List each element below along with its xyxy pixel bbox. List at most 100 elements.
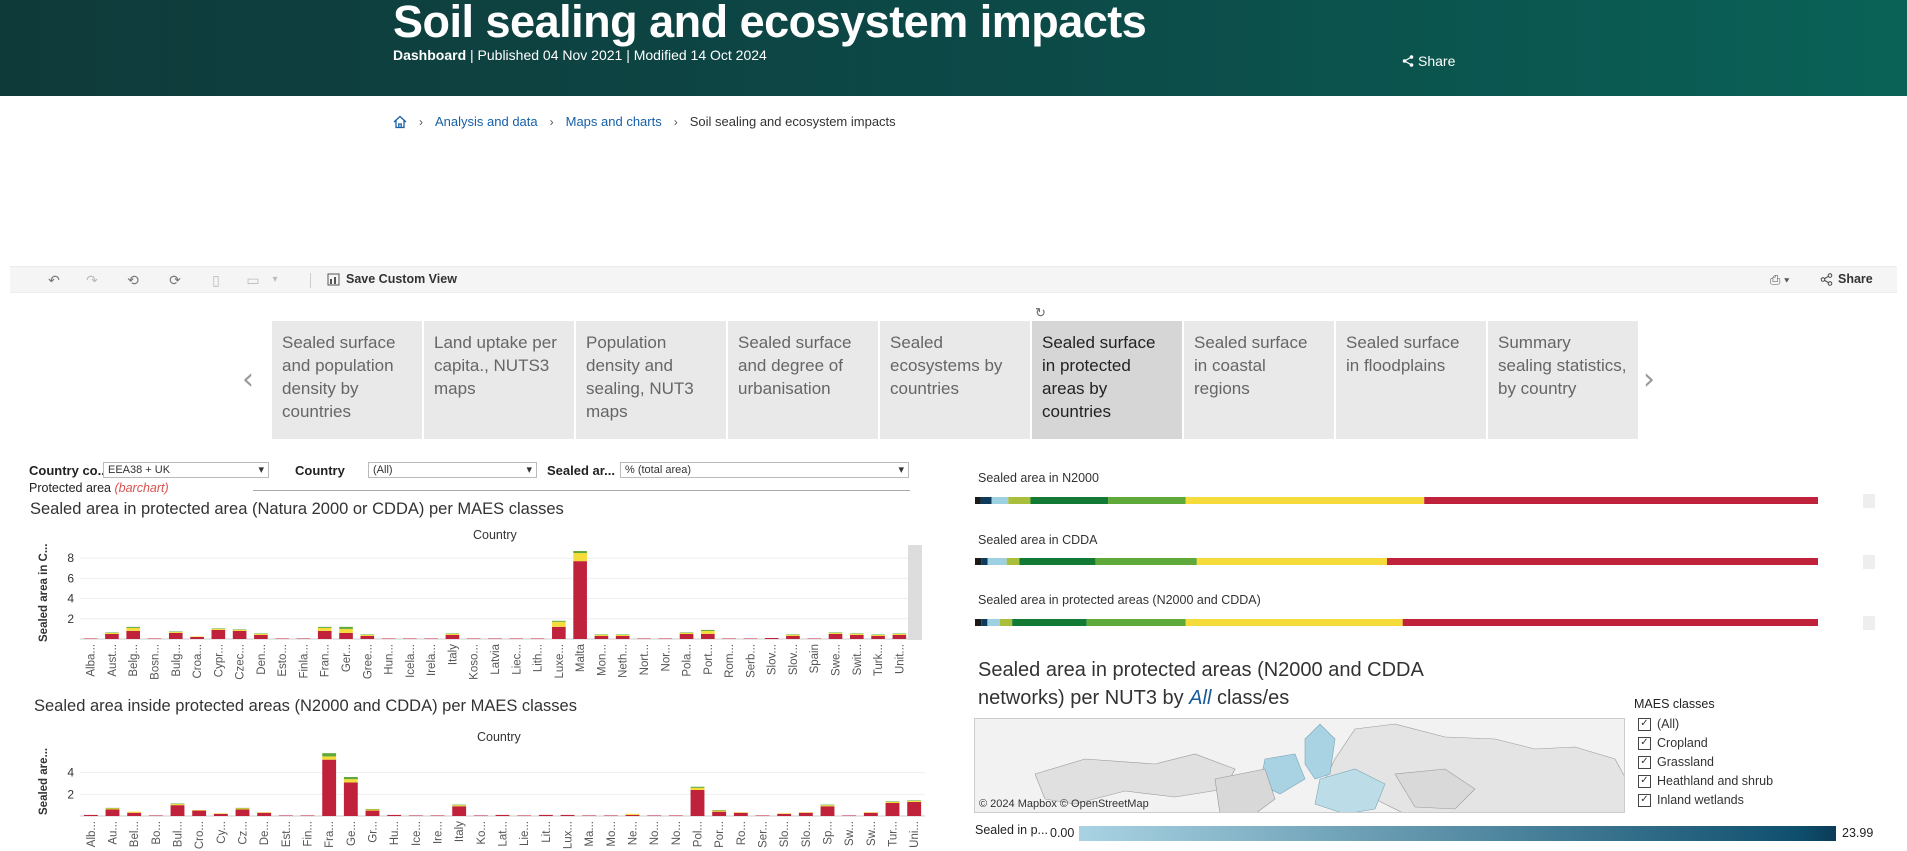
hbar-segment[interactable]	[1108, 497, 1186, 504]
chart2-bar[interactable]	[603, 815, 618, 816]
chart2-bar[interactable]	[907, 800, 922, 802]
maes-item[interactable]: ✓ Grassland	[1638, 755, 1714, 769]
chart2-bar[interactable]	[387, 814, 402, 816]
chart1-bar[interactable]	[190, 636, 204, 639]
chart2-bar[interactable]	[517, 815, 532, 816]
chart1-bar[interactable]	[679, 632, 694, 633]
chart2-bar[interactable]	[647, 815, 662, 816]
chart1-bar[interactable]	[849, 633, 864, 634]
chart2-bar-chart[interactable]: 2 4 Alb... Au... Bel... Bo... Bul... Cro... Cy..…	[50, 745, 930, 851]
maes-item[interactable]: ✓ (All)	[1638, 717, 1679, 731]
chart1-bar[interactable]	[701, 629, 715, 631]
chart1-bar[interactable]	[871, 635, 885, 639]
chart2-bar[interactable]	[777, 813, 792, 816]
hbar-segment[interactable]	[987, 558, 1007, 565]
chart2-bar[interactable]	[257, 812, 272, 816]
chart1-bar[interactable]	[403, 638, 417, 639]
cdda-stacked-bar[interactable]	[975, 555, 1875, 571]
checkbox-checked-icon[interactable]: ✓	[1638, 736, 1651, 750]
chart2-bar[interactable]	[343, 779, 358, 783]
map-title-em[interactable]: All	[1189, 687, 1212, 709]
chart2-bar[interactable]	[300, 815, 315, 816]
chart1-bar[interactable]	[828, 633, 843, 639]
hbar-segment[interactable]	[975, 619, 982, 626]
chart2-bar[interactable]	[777, 813, 792, 814]
chart1-bar[interactable]	[871, 634, 885, 636]
protected-stacked-bar[interactable]	[975, 616, 1875, 640]
chart1-bar[interactable]	[360, 634, 375, 636]
chart2-bar[interactable]	[257, 812, 272, 813]
chart1-bar[interactable]	[168, 632, 183, 639]
chart1-bar[interactable]	[892, 634, 907, 639]
chart1-bar[interactable]	[317, 627, 332, 631]
chart1-bar[interactable]	[679, 632, 694, 634]
chart2-bar[interactable]	[625, 813, 640, 815]
country-select[interactable]: (All)	[368, 462, 537, 478]
chart1-bar[interactable]	[317, 630, 332, 639]
hbar-segment[interactable]	[1019, 558, 1096, 565]
chart1-bar[interactable]	[339, 626, 353, 629]
chart2-bar[interactable]	[452, 806, 467, 816]
chart2-bar[interactable]	[343, 777, 358, 780]
chart2-bar[interactable]	[560, 814, 575, 816]
chart1-bar[interactable]	[573, 561, 587, 639]
country-code-select[interactable]: EEA38 + UK	[103, 462, 269, 478]
chart1-bar[interactable]	[105, 632, 119, 633]
undo-icon[interactable]: ↶	[48, 272, 60, 288]
chart2-bar[interactable]	[213, 813, 228, 816]
breadcrumb-maps-link[interactable]: Maps and charts	[565, 114, 662, 129]
chart1-bar[interactable]	[360, 635, 375, 639]
chart1-bar[interactable]	[552, 626, 566, 639]
chart2-bar[interactable]	[863, 812, 878, 816]
chart2-bar[interactable]	[192, 810, 207, 811]
header-share-button[interactable]: Share	[1402, 53, 1455, 69]
chart1-bar[interactable]	[254, 633, 268, 634]
chart2-bar[interactable]	[170, 804, 185, 806]
chart2-bar[interactable]	[820, 806, 835, 816]
chart2-bar[interactable]	[495, 814, 510, 816]
hbar-segment[interactable]	[1008, 497, 1031, 504]
hbar-segment[interactable]	[1185, 619, 1403, 626]
chart1-bar[interactable]	[615, 634, 630, 635]
chart2-bar[interactable]	[712, 811, 727, 816]
chart2-bar[interactable]	[278, 815, 293, 816]
chart2-bar[interactable]	[430, 815, 445, 816]
pause-icon[interactable]: ▯	[212, 272, 220, 288]
chart2-bar[interactable]	[842, 815, 857, 816]
chart1-bar[interactable]	[786, 635, 800, 639]
hbar-segment[interactable]	[999, 619, 1013, 626]
chart2-bar[interactable]	[235, 809, 250, 817]
chart2-bar[interactable]	[690, 786, 705, 788]
chart1-bar[interactable]	[871, 634, 885, 635]
chart2-bar[interactable]	[170, 805, 185, 816]
chart1-bar[interactable]	[232, 629, 247, 630]
chart1-bar[interactable]	[679, 633, 694, 639]
tab-7[interactable]: Sealed surface in coastal regions	[1184, 321, 1334, 439]
chart1-bar[interactable]	[275, 638, 289, 639]
save-custom-view-button[interactable]: Save Custom View	[327, 272, 457, 286]
hbar-segment[interactable]	[1185, 497, 1425, 504]
chart1-bar[interactable]	[445, 634, 460, 639]
maes-item[interactable]: ✓ Heathland and shrub	[1638, 774, 1773, 788]
chart2-bar[interactable]	[863, 812, 878, 813]
chart2-bar[interactable]	[690, 790, 705, 816]
chart1-bar[interactable]	[381, 638, 396, 639]
chart1-bar-chart[interactable]: 2 4 6 8 Alba... Aust... Belg... Bosn... Bulg... C…	[50, 540, 930, 685]
chart1-bar[interactable]	[339, 628, 353, 633]
tabs-prev-arrow-icon[interactable]: ‹	[242, 362, 254, 397]
chart2-bar[interactable]	[365, 808, 380, 810]
hbar-segment[interactable]	[981, 619, 988, 626]
maes-item[interactable]: ✓ Cropland	[1638, 736, 1708, 750]
tab-5[interactable]: Sealed ecosystems by countries	[880, 321, 1030, 439]
chart2-bar[interactable]	[582, 815, 597, 816]
chart1-bar[interactable]	[360, 634, 375, 635]
protected-area-slider[interactable]	[253, 490, 910, 491]
hbar-scrollbar[interactable]	[1863, 494, 1875, 508]
chart1-bar[interactable]	[573, 551, 587, 554]
chart2-bar[interactable]	[798, 812, 813, 816]
chart2-bar[interactable]	[452, 805, 467, 807]
hbar-segment[interactable]	[1086, 619, 1186, 626]
chart1-bar[interactable]	[530, 638, 545, 639]
chart1-bar[interactable]	[126, 626, 141, 628]
chart1-bar[interactable]	[317, 626, 332, 628]
